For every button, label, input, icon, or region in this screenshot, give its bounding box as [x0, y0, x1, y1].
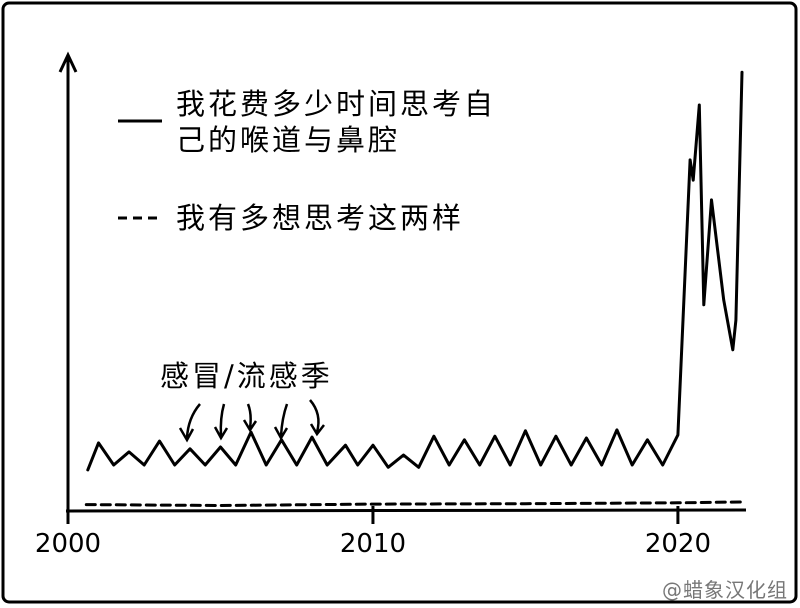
y-axis-arrow [58, 51, 78, 73]
annotation-arrows [178, 399, 325, 443]
x-tick-label: 2020 [645, 529, 711, 559]
series-line [84, 500, 747, 507]
watermark: @蜡象汉化组 [662, 578, 788, 602]
x-tick-label: 2010 [340, 529, 406, 559]
annotation: 感冒/流感季 [160, 359, 333, 393]
x-tick-label: 2000 [35, 529, 101, 559]
series-line [86, 70, 744, 472]
legend-label: 我花费多少时间思考自己的喉道与鼻腔 [176, 87, 497, 157]
x-axis [65, 508, 747, 513]
legend-label: 我有多想思考这两样 [176, 201, 465, 235]
